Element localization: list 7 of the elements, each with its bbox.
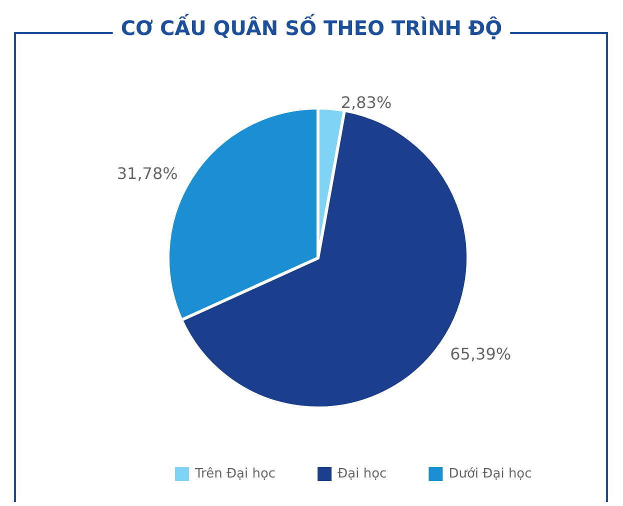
data-label: 2,83% — [340, 93, 392, 112]
legend-label: Dưới Đại học — [448, 466, 532, 482]
data-label: 31,78% — [116, 164, 178, 184]
legend-label: Trên Đại học — [194, 466, 276, 482]
chart-title: CƠ CẤU QUÂN SỐ THEO TRÌNH ĐỘ — [120, 13, 502, 40]
legend-label: Đại học — [338, 466, 387, 482]
data-label: 65,39% — [450, 344, 512, 364]
